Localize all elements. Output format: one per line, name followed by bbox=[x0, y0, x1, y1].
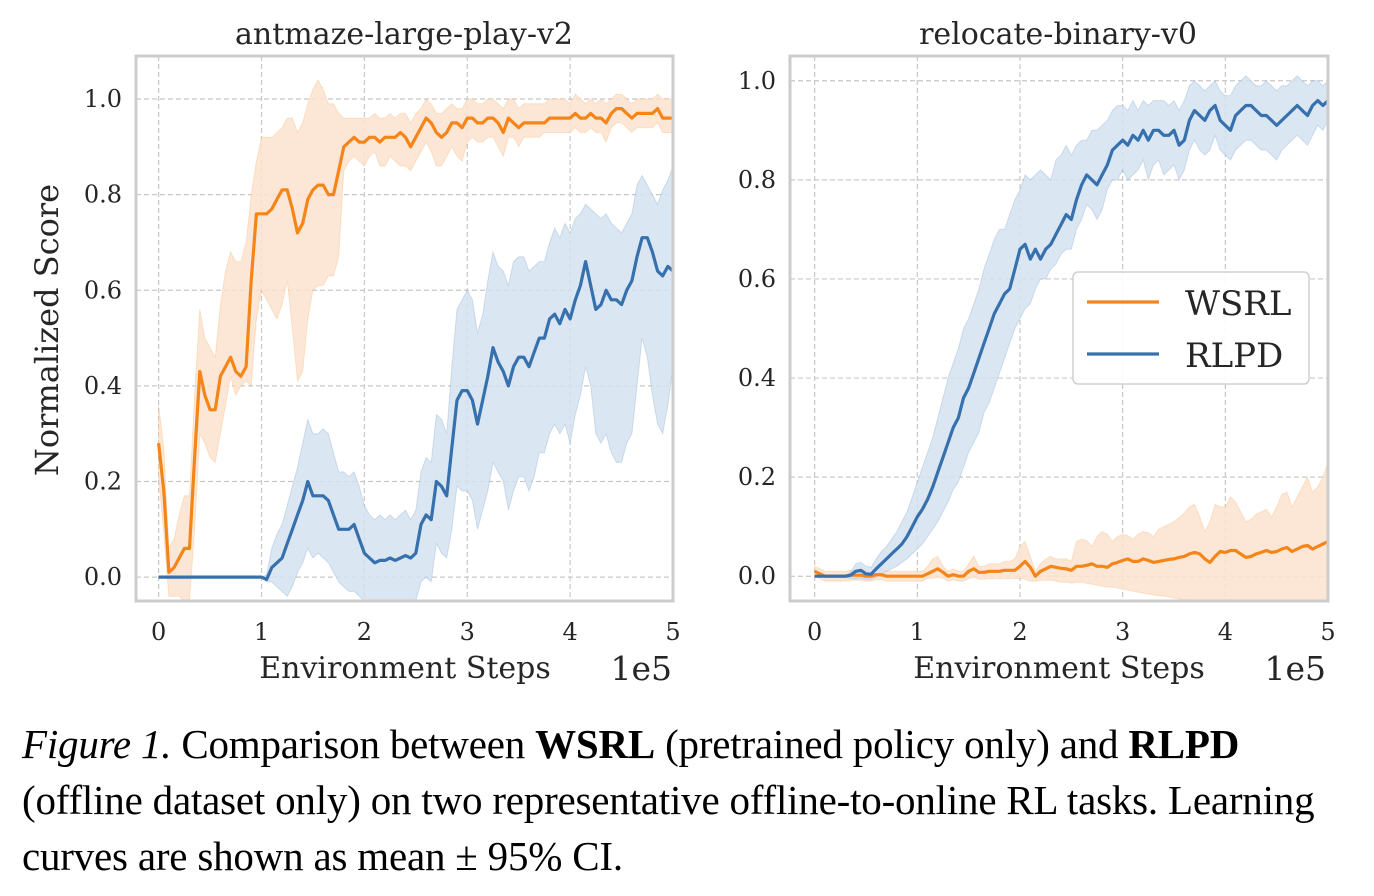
x-tick-label: 3 bbox=[1115, 618, 1130, 646]
caption-method-rlpd: RLPD bbox=[1128, 721, 1240, 767]
x-offset-label: 1e5 bbox=[1264, 649, 1326, 688]
series-layer bbox=[157, 78, 673, 601]
y-tick-label: 0.8 bbox=[738, 166, 776, 194]
y-tick-label: 0.0 bbox=[84, 563, 122, 591]
x-offset-label: 1e5 bbox=[610, 649, 672, 688]
x-tick-label: 4 bbox=[1218, 618, 1233, 646]
y-axis-label: Normalized Score bbox=[28, 184, 66, 476]
plot-area bbox=[788, 54, 1330, 603]
y-tick-label: 0.4 bbox=[84, 372, 122, 400]
figure-canvas: antmaze-large-play-v2 Normalized Score E… bbox=[28, 17, 1336, 688]
series-line-rlpd bbox=[158, 236, 673, 582]
legend-label-wsrl: WSRL bbox=[1185, 284, 1291, 324]
x-tick-label: 3 bbox=[460, 618, 475, 646]
caption-text: (pretrained policy only) and bbox=[655, 721, 1129, 767]
x-tick-label: 2 bbox=[1012, 618, 1027, 646]
y-tick-label: 1.0 bbox=[738, 67, 776, 95]
ci-band-wsrl bbox=[814, 462, 1328, 601]
chart-title: antmaze-large-play-v2 bbox=[235, 17, 573, 52]
x-tick-label: 2 bbox=[357, 618, 372, 646]
figure-caption: Figure 1. Comparison between WSRL (pretr… bbox=[22, 716, 1362, 884]
series-line-wsrl bbox=[157, 106, 673, 574]
axes-frame bbox=[788, 54, 1330, 603]
legend: WSRL RLPD bbox=[1072, 271, 1310, 385]
x-tick-label: 1 bbox=[254, 618, 269, 646]
y-tick-label: 0.6 bbox=[738, 265, 776, 293]
x-tick-label: 0 bbox=[807, 618, 822, 646]
series-layer bbox=[813, 75, 1328, 601]
chart-panel-antmaze: antmaze-large-play-v2 Normalized Score E… bbox=[28, 17, 681, 688]
series-line-wsrl bbox=[813, 540, 1328, 578]
ci-band-rlpd bbox=[158, 165, 673, 601]
caption-method-wsrl: WSRL bbox=[535, 721, 656, 767]
y-tick-label: 1.0 bbox=[84, 85, 122, 113]
y-tick-label: 0.2 bbox=[84, 467, 122, 495]
caption-text: Comparison between bbox=[171, 721, 536, 767]
y-tick-label: 0.0 bbox=[738, 562, 776, 590]
caption-label: Figure 1. bbox=[22, 721, 172, 767]
chart-title: relocate-binary-v0 bbox=[919, 17, 1197, 52]
series-line-rlpd bbox=[814, 98, 1328, 578]
y-tick-label: 0.4 bbox=[738, 364, 776, 392]
plot-area bbox=[134, 54, 675, 603]
x-tick-label: 5 bbox=[665, 618, 680, 646]
caption-text: (offline dataset only) on two representa… bbox=[22, 777, 1315, 879]
x-tick-label: 4 bbox=[562, 618, 577, 646]
legend-label-rlpd: RLPD bbox=[1185, 336, 1283, 376]
axes-frame bbox=[134, 54, 675, 603]
legend-box bbox=[1072, 271, 1310, 385]
ci-band-wsrl bbox=[158, 78, 673, 601]
y-tick-label: 0.2 bbox=[738, 463, 776, 491]
x-tick-label: 0 bbox=[151, 618, 166, 646]
x-axis-label: Environment Steps bbox=[913, 651, 1205, 686]
y-tick-label: 0.6 bbox=[84, 276, 122, 304]
x-tick-label: 5 bbox=[1320, 618, 1335, 646]
x-tick-label: 1 bbox=[910, 618, 925, 646]
chart-panel-relocate: relocate-binary-v0 Environment Steps 1e5… bbox=[738, 17, 1336, 688]
x-axis-label: Environment Steps bbox=[259, 651, 551, 686]
y-tick-label: 0.8 bbox=[84, 181, 122, 209]
